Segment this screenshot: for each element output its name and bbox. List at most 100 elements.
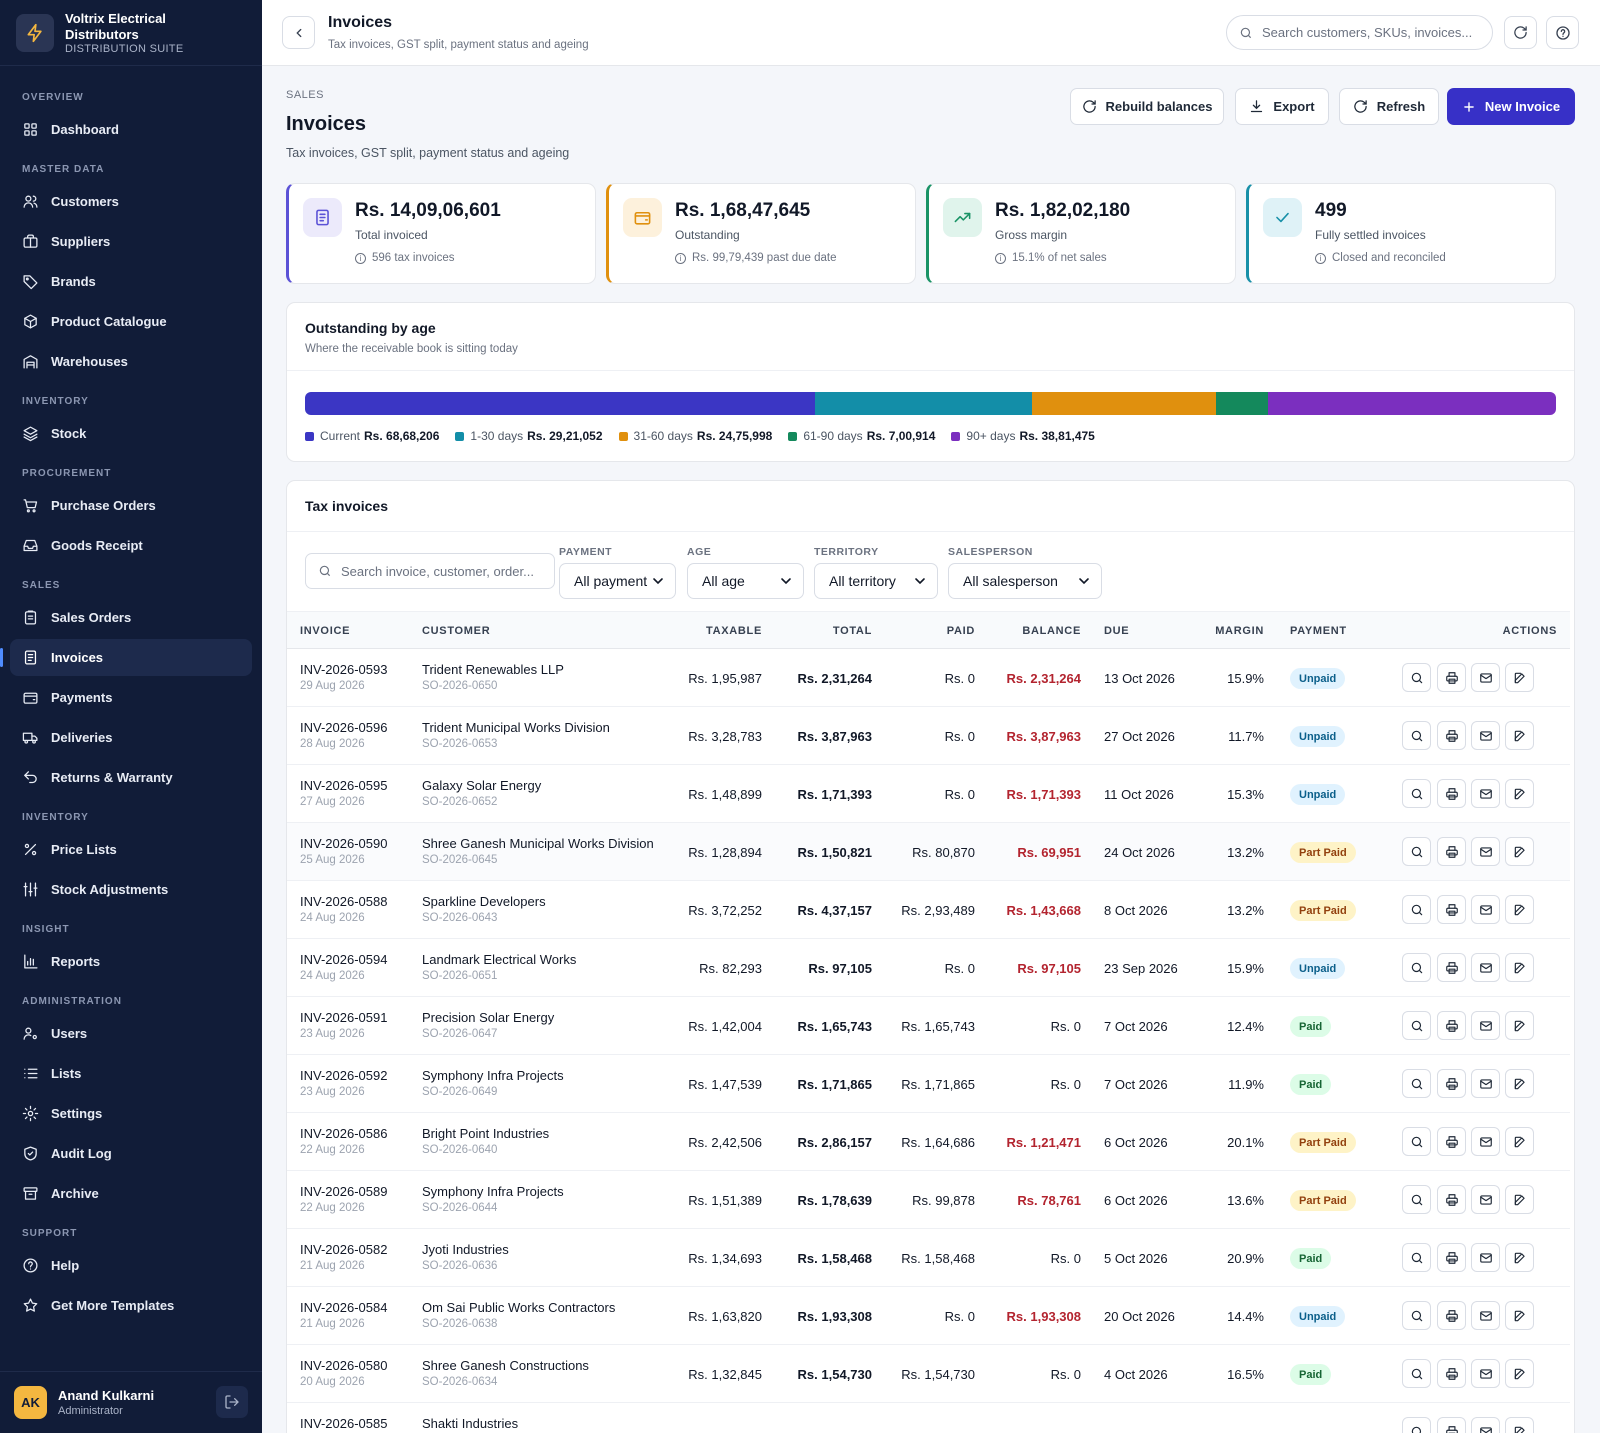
email-button[interactable] — [1471, 895, 1500, 924]
sidebar-item-help[interactable]: Help — [10, 1247, 252, 1284]
column-header[interactable]: DUE — [1104, 625, 1130, 637]
sidebar-item-brands[interactable]: Brands — [10, 263, 252, 300]
print-button[interactable] — [1437, 721, 1466, 750]
sidebar-item-goods-receipt[interactable]: Goods Receipt — [10, 527, 252, 564]
export-button[interactable]: Export — [1235, 88, 1329, 125]
table-row[interactable]: INV-2026-0594 24 Aug 2026 Landmark Elect… — [287, 939, 1570, 997]
column-header[interactable]: INVOICE — [300, 625, 351, 637]
table-row[interactable]: INV-2026-0590 25 Aug 2026 Shree Ganesh M… — [287, 823, 1570, 881]
sidebar-item-payments[interactable]: Payments — [10, 679, 252, 716]
view-button[interactable] — [1402, 1127, 1431, 1156]
column-header[interactable]: ACTIONS — [1502, 625, 1557, 637]
column-header[interactable]: PAID — [946, 625, 975, 637]
invoice-number[interactable]: INV-2026-0584 — [300, 1300, 388, 1315]
invoice-number[interactable]: INV-2026-0585 — [300, 1416, 388, 1431]
edit-button[interactable] — [1505, 1185, 1534, 1214]
sidebar-item-stock-adjustments[interactable]: Stock Adjustments — [10, 871, 252, 908]
email-button[interactable] — [1471, 1185, 1500, 1214]
email-button[interactable] — [1471, 837, 1500, 866]
rebuild-balances-button[interactable]: Rebuild balances — [1070, 88, 1224, 125]
filter-select-age[interactable]: All age — [687, 563, 804, 599]
invoice-number[interactable]: INV-2026-0589 — [300, 1184, 388, 1199]
column-header[interactable]: MARGIN — [1215, 625, 1264, 637]
email-button[interactable] — [1471, 1069, 1500, 1098]
sidebar-item-price-lists[interactable]: Price Lists — [10, 831, 252, 868]
email-button[interactable] — [1471, 1127, 1500, 1156]
invoice-number[interactable]: INV-2026-0595 — [300, 778, 388, 793]
table-row[interactable]: INV-2026-0593 29 Aug 2026 Trident Renewa… — [287, 649, 1570, 707]
print-button[interactable] — [1437, 1185, 1466, 1214]
view-button[interactable] — [1402, 721, 1431, 750]
sidebar-item-warehouses[interactable]: Warehouses — [10, 343, 252, 380]
view-button[interactable] — [1402, 895, 1431, 924]
email-button[interactable] — [1471, 1301, 1500, 1330]
view-button[interactable] — [1402, 1243, 1431, 1272]
reload-button[interactable] — [1504, 16, 1537, 49]
email-button[interactable] — [1471, 1359, 1500, 1388]
edit-button[interactable] — [1505, 1301, 1534, 1330]
table-row[interactable]: INV-2026-0584 21 Aug 2026 Om Sai Public … — [287, 1287, 1570, 1345]
sidebar-item-customers[interactable]: Customers — [10, 183, 252, 220]
sidebar-item-returns-warranty[interactable]: Returns & Warranty — [10, 759, 252, 796]
print-button[interactable] — [1437, 953, 1466, 982]
table-row[interactable]: INV-2026-0586 22 Aug 2026 Bright Point I… — [287, 1113, 1570, 1171]
edit-button[interactable] — [1505, 1011, 1534, 1040]
email-button[interactable] — [1471, 1011, 1500, 1040]
sidebar-item-settings[interactable]: Settings — [10, 1095, 252, 1132]
table-row[interactable]: INV-2026-0595 27 Aug 2026 Galaxy Solar E… — [287, 765, 1570, 823]
sidebar-item-lists[interactable]: Lists — [10, 1055, 252, 1092]
invoice-number[interactable]: INV-2026-0594 — [300, 952, 388, 967]
invoice-number[interactable]: INV-2026-0588 — [300, 894, 388, 909]
column-header[interactable]: TOTAL — [832, 625, 872, 637]
edit-button[interactable] — [1505, 895, 1534, 924]
refresh-button[interactable]: Refresh — [1339, 88, 1439, 125]
sidebar-item-reports[interactable]: Reports — [10, 943, 252, 980]
filter-select-territory[interactable]: All territory — [814, 563, 938, 599]
email-button[interactable] — [1471, 663, 1500, 692]
sidebar-item-purchase-orders[interactable]: Purchase Orders — [10, 487, 252, 524]
email-button[interactable] — [1471, 779, 1500, 808]
email-button[interactable] — [1471, 1243, 1500, 1272]
sidebar-item-archive[interactable]: Archive — [10, 1175, 252, 1212]
invoice-number[interactable]: INV-2026-0596 — [300, 720, 388, 735]
table-row[interactable]: INV-2026-0596 28 Aug 2026 Trident Munici… — [287, 707, 1570, 765]
edit-button[interactable] — [1505, 1359, 1534, 1388]
email-button[interactable] — [1471, 953, 1500, 982]
table-row[interactable]: INV-2026-0580 20 Aug 2026 Shree Ganesh C… — [287, 1345, 1570, 1403]
view-button[interactable] — [1402, 837, 1431, 866]
avatar[interactable]: AK — [14, 1386, 47, 1419]
print-button[interactable] — [1437, 895, 1466, 924]
email-button[interactable] — [1471, 1417, 1500, 1433]
column-header[interactable]: TAXABLE — [705, 625, 762, 637]
logout-icon[interactable] — [216, 1386, 248, 1418]
view-button[interactable] — [1402, 1069, 1431, 1098]
edit-button[interactable] — [1505, 1243, 1534, 1272]
print-button[interactable] — [1437, 1301, 1466, 1330]
filter-select-payment[interactable]: All payment — [559, 563, 676, 599]
print-button[interactable] — [1437, 1127, 1466, 1156]
table-row[interactable]: INV-2026-0592 23 Aug 2026 Symphony Infra… — [287, 1055, 1570, 1113]
edit-button[interactable] — [1505, 1417, 1534, 1433]
print-button[interactable] — [1437, 779, 1466, 808]
sidebar-item-dashboard[interactable]: Dashboard — [10, 111, 252, 148]
email-button[interactable] — [1471, 721, 1500, 750]
sidebar-item-product-catalogue[interactable]: Product Catalogue — [10, 303, 252, 340]
print-button[interactable] — [1437, 1417, 1466, 1433]
view-button[interactable] — [1402, 953, 1431, 982]
view-button[interactable] — [1402, 1417, 1431, 1433]
print-button[interactable] — [1437, 1069, 1466, 1098]
invoice-search-input[interactable]: Search invoice, customer, order... — [305, 553, 555, 589]
column-header[interactable]: PAYMENT — [1290, 625, 1347, 637]
sidebar-item-get-more-templates[interactable]: Get More Templates — [10, 1287, 252, 1324]
view-button[interactable] — [1402, 1011, 1431, 1040]
sidebar-item-sales-orders[interactable]: Sales Orders — [10, 599, 252, 636]
sidebar-item-users[interactable]: Users — [10, 1015, 252, 1052]
table-row[interactable]: INV-2026-0589 22 Aug 2026 Symphony Infra… — [287, 1171, 1570, 1229]
global-search-input[interactable]: Search customers, SKUs, invoices... — [1226, 15, 1493, 50]
filter-select-salesperson[interactable]: All salesperson — [948, 563, 1102, 599]
edit-button[interactable] — [1505, 953, 1534, 982]
column-header[interactable]: CUSTOMER — [422, 625, 491, 637]
table-row[interactable]: INV-2026-0591 23 Aug 2026 Precision Sola… — [287, 997, 1570, 1055]
sidebar-item-audit-log[interactable]: Audit Log — [10, 1135, 252, 1172]
edit-button[interactable] — [1505, 1069, 1534, 1098]
